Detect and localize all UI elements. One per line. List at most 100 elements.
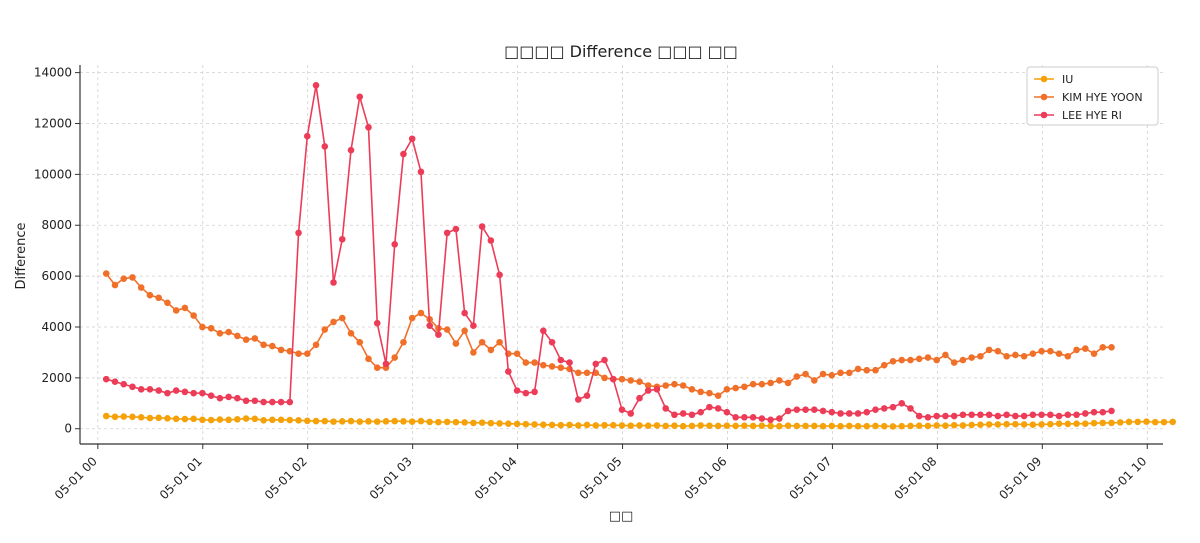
data-point [120, 380, 128, 388]
data-point [190, 389, 197, 397]
data-point [365, 418, 372, 425]
data-point [618, 375, 626, 383]
data-point [426, 418, 433, 426]
data-point [505, 368, 512, 375]
data-point [1099, 408, 1107, 416]
data-point [898, 356, 906, 364]
data-point [601, 356, 608, 364]
data-point [714, 405, 722, 412]
data-point [697, 408, 704, 416]
data-point [574, 396, 582, 403]
data-point [618, 406, 626, 413]
data-point [111, 413, 119, 421]
data-point [382, 360, 390, 368]
data-point [845, 369, 853, 377]
data-point [496, 420, 503, 427]
data-point [950, 359, 958, 366]
data-point [723, 408, 731, 416]
data-point [977, 411, 984, 419]
data-point [819, 422, 827, 430]
data-point [242, 336, 250, 344]
data-point [164, 389, 171, 397]
y-tick-label: 6000 [41, 269, 72, 283]
data-point [854, 422, 862, 430]
data-point [251, 397, 259, 405]
data-point [330, 418, 337, 425]
data-point [172, 415, 180, 423]
data-point [907, 405, 914, 412]
data-point [758, 380, 766, 388]
data-point [985, 421, 993, 428]
data-point [1125, 418, 1133, 426]
data-point [688, 411, 696, 419]
data-point [1047, 347, 1054, 355]
data-point [688, 422, 696, 430]
data-point [470, 419, 477, 427]
data-point [164, 299, 171, 307]
data-point [933, 356, 940, 364]
data-point [889, 358, 897, 365]
data-point [959, 356, 967, 364]
data-point [295, 229, 302, 237]
data-point [286, 416, 294, 424]
data-point [714, 422, 722, 430]
data-point [793, 373, 801, 380]
data-point [277, 416, 285, 424]
data-point [452, 225, 460, 233]
data-point [1020, 412, 1028, 420]
data-point [592, 422, 600, 429]
legend-item: LEE HYE RI [1034, 109, 1122, 122]
data-point [487, 237, 495, 244]
data-point [924, 413, 932, 421]
data-point [478, 419, 486, 426]
data-point [216, 394, 224, 402]
data-point [321, 326, 329, 333]
data-point [636, 378, 643, 385]
data-point [269, 416, 276, 424]
data-point [1073, 420, 1080, 427]
data-point [1012, 351, 1019, 359]
data-point [706, 422, 713, 429]
data-point [1003, 352, 1010, 360]
data-point [784, 407, 792, 415]
data-point [505, 420, 512, 427]
data-point [216, 416, 224, 423]
data-point [854, 365, 862, 373]
data-point [1012, 420, 1019, 428]
data-point [767, 416, 774, 424]
data-point [671, 380, 678, 388]
data-point [286, 347, 294, 355]
data-point [347, 330, 355, 337]
data-point [234, 332, 241, 340]
chart-title: □□□□ Difference □□□ □□ [504, 42, 738, 61]
data-point [1108, 344, 1115, 351]
data-point [408, 135, 416, 143]
data-point [566, 421, 573, 429]
data-point [373, 319, 381, 327]
data-point [461, 327, 468, 335]
data-point [845, 410, 853, 417]
data-point [330, 318, 337, 326]
data-point [242, 397, 250, 405]
data-point [863, 366, 871, 374]
data-point [181, 304, 189, 312]
data-point [347, 146, 355, 154]
data-point [618, 422, 626, 429]
data-point [872, 406, 879, 413]
data-point [566, 359, 573, 366]
data-point [1090, 419, 1098, 427]
data-point [470, 322, 477, 330]
y-tick-label: 14000 [34, 66, 72, 80]
y-tick-label: 2000 [41, 371, 72, 385]
data-point [400, 418, 407, 425]
data-point [1055, 420, 1063, 427]
data-point [435, 418, 442, 426]
data-point [714, 392, 722, 399]
data-point [207, 324, 215, 332]
data-point [1108, 419, 1115, 427]
y-tick-label: 12000 [34, 117, 72, 131]
data-point [234, 416, 241, 423]
data-point [994, 347, 1002, 355]
data-point [181, 415, 189, 423]
